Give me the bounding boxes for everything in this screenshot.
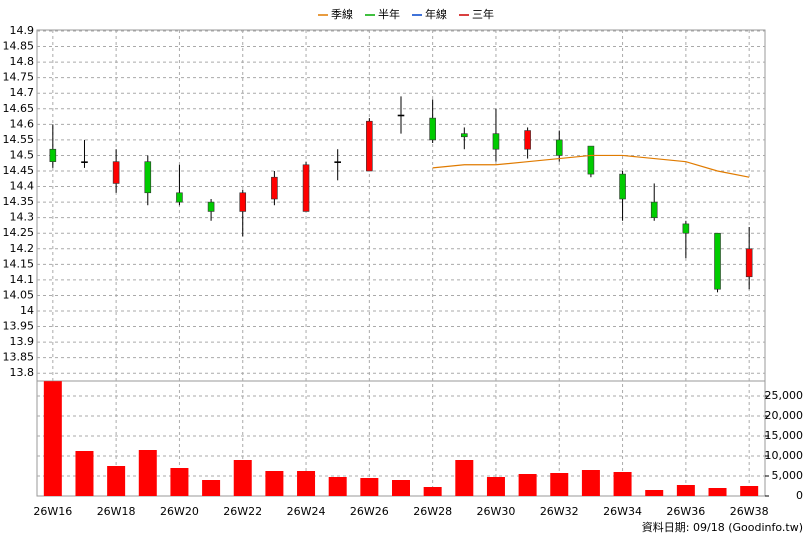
candle-body <box>587 145 595 175</box>
volume-bar <box>676 485 695 496</box>
y-tick-label: 14.6 <box>10 117 35 130</box>
candle-body <box>366 120 373 172</box>
volume-bar <box>550 473 569 496</box>
candle-body <box>144 161 152 194</box>
candle-body <box>112 161 120 184</box>
y-tick-label: 14.35 <box>3 195 35 208</box>
candle-body <box>745 248 753 278</box>
legend-label: 三年 <box>472 7 494 21</box>
y-tick-label: 13.9 <box>10 335 35 348</box>
y-tick-label: 14.25 <box>3 226 35 239</box>
legend-label: 半年 <box>378 7 400 21</box>
y-tick-label: 14.45 <box>3 164 35 177</box>
candle-body <box>271 176 278 200</box>
y-tick-label: 14.9 <box>10 24 35 37</box>
volume-bar <box>455 460 474 496</box>
candle-body <box>650 201 658 218</box>
candle-body <box>429 117 436 141</box>
x-tick-label: 26W38 <box>730 505 769 518</box>
x-tick-label: 26W26 <box>350 505 389 518</box>
candle-body <box>334 161 341 163</box>
y-tick-label: 14 <box>20 304 34 317</box>
x-tick-label: 26W28 <box>413 505 452 518</box>
candle-body <box>555 139 563 156</box>
y-tick-label: 14.55 <box>3 133 35 146</box>
y-tick-label: 14.2 <box>10 242 35 255</box>
volume-bar <box>265 471 284 496</box>
x-tick-label: 26W18 <box>97 505 136 518</box>
volume-bar <box>392 480 410 496</box>
ma-line <box>432 154 750 178</box>
candle-body <box>492 133 500 150</box>
volume-bar <box>75 451 94 496</box>
legend-label: 季線 <box>331 7 353 21</box>
volume-bar <box>486 477 505 496</box>
volume-bar <box>645 490 664 496</box>
y2-tick-label: 5,000 <box>772 469 804 482</box>
volume-bar <box>328 477 347 496</box>
y-tick-label: 14.8 <box>10 55 35 68</box>
y-tick-label: 14.15 <box>3 257 35 270</box>
volume-bar <box>581 470 600 496</box>
y-tick-label: 14.1 <box>10 273 35 286</box>
volume-bar <box>297 471 316 496</box>
volume-bar <box>740 486 759 496</box>
volume-bar <box>518 474 537 496</box>
y-tick-label: 14.7 <box>10 86 35 99</box>
y2-tick-label: 25,000 <box>765 389 804 402</box>
x-tick-label: 26W32 <box>540 505 579 518</box>
volume-bar <box>202 480 221 496</box>
candle-body <box>239 192 247 212</box>
candle-body <box>176 192 183 203</box>
volume-bar <box>423 487 442 496</box>
x-tick-label: 26W30 <box>477 505 516 518</box>
candle-body <box>207 201 215 212</box>
volume-bar <box>708 488 727 496</box>
x-tick-label: 26W24 <box>287 505 326 518</box>
y-tick-label: 13.8 <box>10 366 35 379</box>
x-tick-label: 26W16 <box>33 505 72 518</box>
candle-body <box>81 161 88 163</box>
candle-body <box>682 223 690 234</box>
y-tick-label: 14.05 <box>3 288 35 301</box>
y2-tick-label: 20,000 <box>765 409 804 422</box>
candle-body <box>49 148 57 162</box>
x-tick-label: 26W34 <box>603 505 642 518</box>
volume-bar <box>43 381 62 496</box>
y-tick-label: 14.75 <box>3 71 35 84</box>
y-tick-label: 14.3 <box>10 211 35 224</box>
y2-tick-label: 0 <box>796 489 803 502</box>
y-tick-label: 14.65 <box>3 102 35 115</box>
y-tick-label: 13.95 <box>3 320 35 333</box>
y-tick-label: 13.85 <box>3 351 35 364</box>
footer: 資料日期: 09/18 (Goodinfo.tw) <box>642 520 803 534</box>
volume-bar <box>170 468 189 496</box>
y2-tick-label: 15,000 <box>765 429 804 442</box>
y-tick-label: 14.85 <box>3 40 35 53</box>
candle-body <box>619 173 626 200</box>
candle-body <box>461 133 468 138</box>
candle-body <box>714 232 721 290</box>
volume-bar <box>613 472 632 496</box>
y-tick-label: 14.4 <box>10 180 35 193</box>
candle-body <box>397 114 405 117</box>
volume-bar <box>138 450 157 496</box>
x-tick-label: 26W36 <box>666 505 705 518</box>
volume-bar <box>360 478 379 496</box>
y-tick-label: 14.5 <box>10 148 35 161</box>
x-tick-label: 26W22 <box>223 505 262 518</box>
candle-body <box>524 130 531 150</box>
legend-label: 年線 <box>425 7 447 21</box>
x-tick-label: 26W20 <box>160 505 199 518</box>
volume-bar <box>107 466 126 496</box>
volume-bar <box>233 460 252 496</box>
candle-body <box>302 164 310 212</box>
y2-tick-label: 10,000 <box>765 449 804 462</box>
